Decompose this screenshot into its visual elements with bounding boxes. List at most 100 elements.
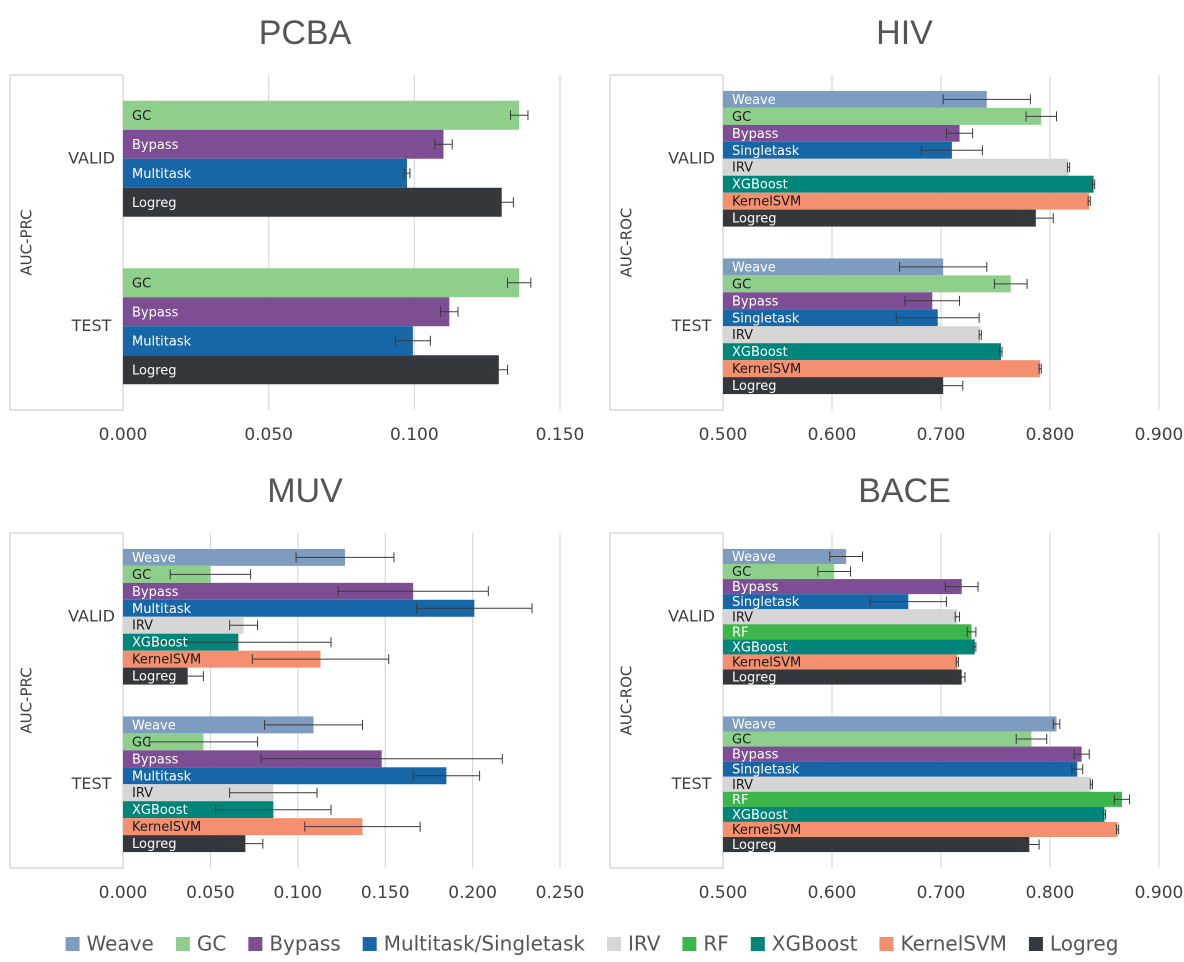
- bar-label: Weave: [132, 718, 176, 733]
- error-bar: [215, 804, 332, 815]
- x-tick-label: 0.150: [361, 883, 410, 903]
- bar: [123, 355, 499, 385]
- legend-label: Multitask/Singletask: [384, 932, 586, 956]
- category-label: TEST: [671, 774, 712, 793]
- bar-label: KernelSVM: [132, 653, 201, 668]
- legend-label: Weave: [87, 932, 154, 956]
- category-label: TEST: [671, 316, 712, 335]
- bar: [723, 141, 952, 159]
- bar-label: Bypass: [732, 294, 779, 309]
- bar-label: Singletask: [732, 763, 800, 778]
- bar: [723, 654, 958, 670]
- chart-title: PCBA: [259, 14, 352, 52]
- error-bar: [509, 110, 529, 121]
- bar: [723, 579, 962, 595]
- bar: [723, 791, 1122, 807]
- x-tick-label: 0.500: [699, 883, 748, 903]
- bar-label: Weave: [732, 260, 776, 275]
- bar: [123, 750, 382, 768]
- bar-label: Singletask: [732, 311, 800, 326]
- error-bar: [227, 838, 264, 849]
- bar-label: Multitask: [132, 167, 192, 182]
- error-bar: [412, 770, 481, 781]
- error-bar: [337, 586, 489, 597]
- legend-swatch: [65, 937, 80, 951]
- bar: [123, 565, 211, 583]
- error-bar: [978, 329, 982, 340]
- error-bar: [489, 364, 509, 375]
- legend-swatch: [175, 937, 190, 951]
- bar: [123, 129, 444, 159]
- bar: [123, 268, 520, 298]
- bar: [723, 837, 1030, 853]
- error-bar: [1089, 779, 1094, 790]
- error-bar: [923, 380, 964, 391]
- bar: [723, 275, 1011, 293]
- bar-label: KernelSVM: [732, 655, 801, 670]
- legend-swatch: [879, 937, 894, 951]
- category-label: VALID: [68, 148, 115, 167]
- bar: [123, 818, 363, 836]
- error-bar: [434, 139, 453, 150]
- error-bar: [999, 346, 1003, 357]
- bar-label: Logreg: [732, 838, 777, 853]
- bar: [723, 377, 944, 395]
- bar-label: KernelSVM: [732, 195, 801, 210]
- error-bar: [829, 551, 864, 562]
- bar-label: Multitask: [132, 334, 192, 349]
- legend-label: GC: [197, 932, 226, 956]
- y-axis-label: AUC-PRC: [18, 209, 36, 275]
- bar-label: Logreg: [732, 212, 777, 227]
- bar: [723, 158, 1069, 176]
- bar-label: Bypass: [132, 585, 179, 600]
- bar: [123, 582, 414, 600]
- bar-label: Multitask: [132, 769, 192, 784]
- bar: [723, 309, 938, 327]
- bar: [123, 801, 274, 819]
- bar: [123, 297, 450, 327]
- bar-label: Weave: [732, 550, 776, 565]
- bar-label: Logreg: [132, 837, 177, 852]
- bar: [123, 100, 520, 130]
- bar-label: GC: [732, 733, 751, 748]
- x-tick-label: 0.100: [273, 883, 322, 903]
- bar-label: Weave: [132, 551, 176, 566]
- error-bar: [260, 753, 503, 764]
- error-bar: [1066, 162, 1071, 173]
- bar: [723, 594, 909, 610]
- bar-label: IRV: [732, 328, 753, 343]
- category-label: VALID: [668, 606, 715, 625]
- error-bar: [1073, 749, 1090, 760]
- bar-label: IRV: [132, 619, 153, 634]
- bar: [723, 326, 981, 344]
- error-bar: [394, 335, 431, 346]
- error-bar: [955, 656, 959, 667]
- bar-label: KernelSVM: [132, 820, 201, 835]
- bar-label: XGBoost: [732, 345, 788, 360]
- error-bar: [507, 277, 532, 288]
- x-tick-label: 0.000: [99, 425, 148, 445]
- bar-label: Bypass: [732, 748, 779, 763]
- bar-label: Weave: [732, 717, 776, 732]
- bar: [723, 548, 847, 564]
- bar: [723, 761, 1078, 777]
- error-bar: [942, 94, 1031, 105]
- error-bar: [957, 672, 966, 683]
- bar: [723, 821, 1118, 838]
- bar: [123, 716, 314, 734]
- bar: [723, 776, 1092, 792]
- x-tick-label: 0.900: [1135, 425, 1184, 445]
- category-label: VALID: [668, 148, 715, 167]
- error-bar: [944, 581, 979, 592]
- bar-label: XGBoost: [132, 803, 188, 818]
- error-bar: [899, 261, 988, 272]
- bar: [123, 548, 345, 566]
- bar-label: Bypass: [732, 127, 779, 142]
- bar: [123, 158, 408, 188]
- bar-label: RF: [732, 793, 749, 808]
- chart-panel: MUV 0.000 0.050 0.100 0.150 0.200 0.250 AUC-PRC…: [9, 472, 584, 903]
- bar: [723, 124, 960, 142]
- x-tick-label: 0.200: [448, 883, 497, 903]
- bar: [123, 784, 274, 802]
- chart-title: HIV: [876, 14, 933, 52]
